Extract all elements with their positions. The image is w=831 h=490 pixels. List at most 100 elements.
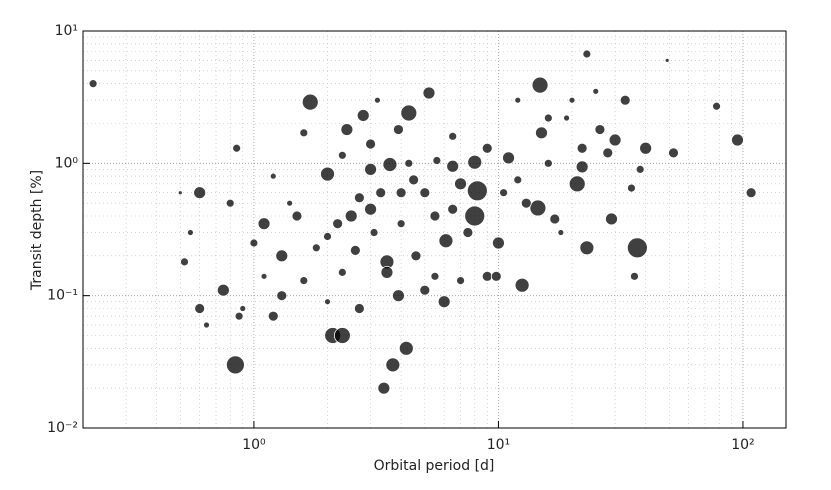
point (194, 303, 206, 314)
y-tick-label: 10⁻¹ (47, 288, 78, 304)
point (382, 157, 398, 172)
point (438, 233, 454, 249)
point (299, 128, 309, 138)
point (364, 162, 377, 176)
point (365, 138, 376, 150)
x-tick-label: 10¹ (487, 437, 510, 453)
point (177, 190, 183, 196)
point (375, 187, 387, 199)
point (299, 276, 309, 285)
point (513, 175, 523, 185)
point (456, 276, 465, 285)
point (576, 142, 588, 154)
point (267, 310, 279, 322)
point (392, 289, 405, 303)
point (225, 355, 245, 375)
point (396, 219, 406, 229)
point (408, 174, 420, 186)
point (639, 141, 653, 155)
point (467, 154, 483, 170)
point (712, 101, 721, 111)
point (464, 205, 486, 227)
point (400, 104, 418, 122)
point (627, 183, 636, 193)
x-tick-label: 10⁰ (242, 437, 266, 453)
point (592, 87, 600, 95)
point (594, 124, 606, 135)
point (635, 164, 645, 174)
point (447, 203, 459, 215)
point (349, 244, 361, 256)
point (260, 272, 268, 280)
point (502, 151, 515, 165)
y-tick-label: 10¹ (55, 23, 78, 39)
point (448, 131, 458, 141)
point (398, 340, 414, 356)
point (337, 150, 347, 160)
point (340, 123, 354, 136)
point (333, 327, 351, 344)
point (332, 218, 344, 230)
point (446, 159, 460, 173)
point (323, 232, 332, 241)
point (492, 236, 505, 250)
point (437, 295, 451, 309)
point (602, 147, 614, 159)
point (234, 311, 244, 321)
point (369, 228, 379, 237)
point (490, 270, 502, 282)
point (563, 114, 570, 122)
point (531, 76, 549, 94)
point (579, 240, 595, 256)
point (193, 186, 207, 200)
point (630, 271, 639, 281)
point (180, 257, 189, 267)
point (380, 265, 394, 279)
x-tick-label: 10² (731, 437, 754, 453)
point (320, 166, 335, 182)
point (619, 94, 631, 106)
point (549, 213, 561, 225)
point (393, 124, 404, 135)
point (543, 158, 553, 168)
point (232, 143, 242, 153)
point (269, 172, 277, 180)
point (203, 321, 210, 329)
point (568, 175, 586, 193)
point (481, 142, 493, 154)
point (276, 290, 288, 302)
point (668, 147, 679, 159)
y-tick-label: 10⁻² (47, 420, 78, 436)
point (454, 177, 467, 191)
point (311, 243, 321, 253)
point (481, 270, 493, 282)
point (324, 298, 331, 306)
point (88, 79, 98, 89)
point (568, 96, 576, 104)
point (514, 96, 522, 104)
point (225, 198, 235, 208)
point (731, 133, 744, 147)
point (353, 303, 365, 314)
point (529, 199, 547, 217)
point (291, 210, 303, 222)
point (344, 209, 358, 223)
point (499, 188, 509, 198)
point (353, 192, 365, 204)
point (377, 381, 391, 395)
point (419, 284, 431, 296)
y-axis-label: Transit depth [%] (29, 170, 45, 291)
point (239, 305, 247, 312)
point (605, 212, 618, 226)
plot-frame (82, 30, 787, 429)
point (430, 271, 440, 281)
point (374, 96, 381, 104)
point (216, 283, 230, 297)
point (432, 156, 442, 165)
point (557, 229, 565, 236)
point (404, 158, 414, 168)
point (337, 267, 347, 277)
point (575, 160, 589, 174)
x-axis-label: Orbital period [d] (374, 458, 495, 474)
